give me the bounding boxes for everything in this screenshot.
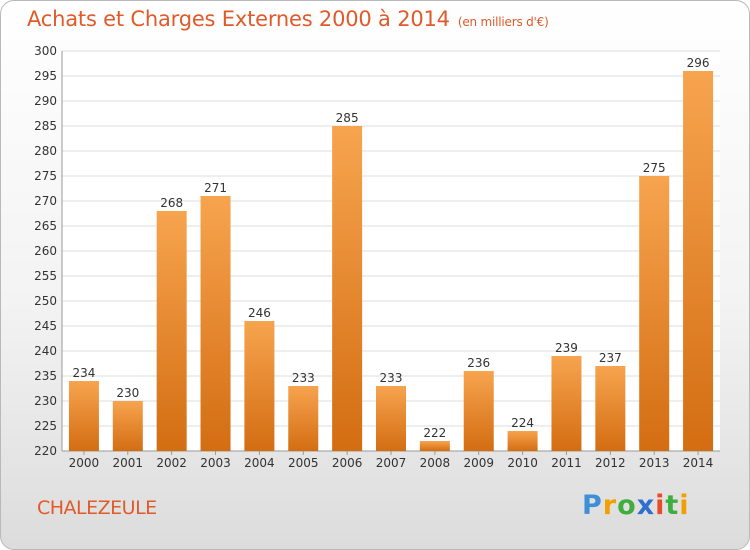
data-label: 234 bbox=[72, 366, 95, 380]
data-label: 233 bbox=[380, 371, 403, 385]
y-tick-label: 255 bbox=[34, 269, 57, 283]
data-label: 271 bbox=[204, 181, 227, 195]
bar bbox=[551, 356, 582, 451]
data-label: 239 bbox=[555, 341, 578, 355]
y-tick-label: 240 bbox=[34, 344, 57, 358]
x-tick-label: 2001 bbox=[113, 456, 144, 470]
y-tick-label: 225 bbox=[34, 419, 57, 433]
chart-unit: (en milliers d'€) bbox=[457, 15, 549, 29]
data-label: 275 bbox=[643, 161, 666, 175]
y-tick-label: 280 bbox=[34, 144, 57, 158]
bar bbox=[376, 386, 406, 451]
bar bbox=[156, 211, 187, 451]
bar bbox=[639, 176, 670, 451]
data-label: 222 bbox=[423, 426, 446, 440]
data-label: 224 bbox=[511, 416, 534, 430]
y-tick-label: 275 bbox=[34, 169, 57, 183]
y-tick-label: 290 bbox=[34, 94, 57, 108]
place-name: CHALEZEULE bbox=[37, 497, 157, 519]
bar bbox=[419, 441, 450, 451]
data-label: 285 bbox=[336, 111, 359, 125]
x-tick-label: 2011 bbox=[551, 456, 582, 470]
chart-title: Achats et Charges Externes 2000 à 2014 (e… bbox=[27, 7, 549, 31]
bar bbox=[463, 371, 494, 451]
x-tick-label: 2002 bbox=[156, 456, 187, 470]
data-label: 246 bbox=[248, 306, 271, 320]
x-tick-label: 2006 bbox=[332, 456, 363, 470]
y-tick-label: 285 bbox=[34, 119, 57, 133]
bar bbox=[507, 431, 538, 451]
chart-title-text: Achats et Charges Externes 2000 à 2014 bbox=[27, 7, 450, 31]
x-tick-label: 2013 bbox=[639, 456, 670, 470]
x-tick-label: 2000 bbox=[69, 456, 100, 470]
x-tick-label: 2004 bbox=[244, 456, 275, 470]
data-label: 233 bbox=[292, 371, 315, 385]
bar bbox=[332, 126, 363, 451]
x-tick-label: 2003 bbox=[200, 456, 231, 470]
data-label: 230 bbox=[116, 386, 139, 400]
y-tick-label: 295 bbox=[34, 69, 57, 83]
y-tick-label: 250 bbox=[34, 294, 57, 308]
bar bbox=[595, 366, 626, 451]
bar bbox=[112, 401, 143, 451]
bar bbox=[288, 386, 319, 451]
y-tick-label: 235 bbox=[34, 369, 57, 383]
x-tick-label: 2009 bbox=[463, 456, 494, 470]
bar bbox=[200, 196, 231, 451]
x-tick-label: 2007 bbox=[376, 456, 407, 470]
y-tick-label: 220 bbox=[34, 444, 57, 458]
bar bbox=[244, 321, 275, 451]
data-label: 237 bbox=[599, 351, 622, 365]
data-label: 268 bbox=[160, 196, 183, 210]
data-label: 236 bbox=[467, 356, 490, 370]
x-tick-label: 2005 bbox=[288, 456, 319, 470]
data-label: 296 bbox=[687, 56, 710, 70]
y-tick-label: 245 bbox=[34, 319, 57, 333]
proxiti-logo[interactable]: Proxiti bbox=[582, 490, 690, 521]
y-tick-label: 260 bbox=[34, 244, 57, 258]
y-tick-label: 265 bbox=[34, 219, 57, 233]
x-tick-label: 2012 bbox=[595, 456, 626, 470]
x-tick-label: 2010 bbox=[507, 456, 538, 470]
y-tick-label: 270 bbox=[34, 194, 57, 208]
bar bbox=[683, 71, 714, 451]
y-tick-label: 230 bbox=[34, 394, 57, 408]
x-tick-label: 2014 bbox=[683, 456, 714, 470]
y-tick-label: 300 bbox=[34, 44, 57, 58]
bar bbox=[68, 381, 99, 451]
x-tick-label: 2008 bbox=[420, 456, 451, 470]
